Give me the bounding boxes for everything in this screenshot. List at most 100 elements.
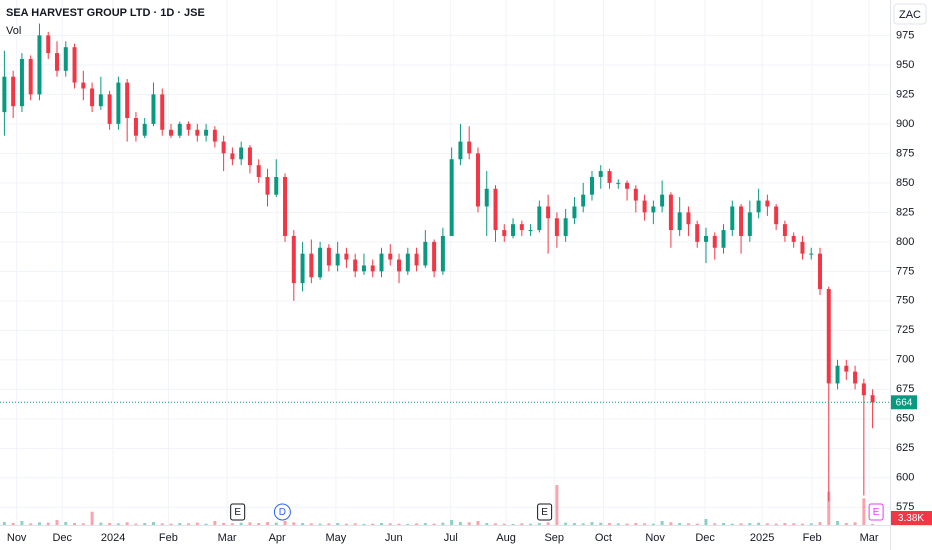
x-tick-label: Dec — [52, 532, 72, 544]
candle-body — [484, 188, 489, 207]
volume-bar — [871, 523, 875, 525]
volume-bar — [458, 522, 462, 525]
last-price-label: 664 — [896, 397, 913, 408]
candle-body — [125, 82, 130, 118]
volume-bar — [800, 523, 804, 525]
x-tick-label: Nov — [7, 532, 27, 544]
volume-bar — [774, 523, 778, 525]
volume-bar — [669, 522, 673, 525]
candle-body — [695, 224, 700, 242]
y-tick-label: 725 — [896, 324, 914, 336]
candle-body — [370, 265, 375, 272]
x-tick-label: Dec — [695, 532, 715, 544]
volume-bar — [423, 523, 427, 525]
volume-bar — [537, 523, 541, 525]
candle-body — [212, 129, 217, 142]
volume-bar — [634, 523, 638, 525]
candle-body — [28, 58, 33, 95]
candle-body — [756, 200, 761, 213]
y-tick-label: 900 — [896, 118, 914, 130]
candle-body — [712, 235, 717, 248]
event-label: E — [234, 507, 241, 518]
candle-body — [537, 206, 542, 231]
volume-bar — [195, 522, 199, 525]
candle-body — [598, 171, 603, 177]
x-tick-label: Aug — [496, 532, 516, 544]
x-tick-label: Oct — [595, 532, 612, 544]
last-price-box — [891, 395, 917, 410]
volume-bar — [511, 524, 515, 525]
x-tick-label: Sep — [544, 532, 564, 544]
candle-body — [800, 241, 805, 254]
y-tick-label: 625 — [896, 442, 914, 454]
volume-bar — [581, 523, 585, 525]
x-tick-label: 2024 — [101, 532, 125, 544]
volume-bar — [29, 523, 33, 525]
candle-body — [528, 230, 533, 232]
y-tick-label: 575 — [896, 501, 914, 513]
candle-body — [177, 123, 182, 136]
candle-body — [230, 153, 235, 160]
candle-body — [19, 58, 24, 107]
candle-body — [169, 129, 174, 136]
x-tick-label: Mar — [860, 532, 879, 544]
volume-bar — [292, 522, 296, 525]
candle-body — [265, 176, 270, 195]
volume-bar — [379, 523, 383, 525]
event-marker[interactable] — [230, 503, 246, 521]
volume-bar — [748, 523, 752, 525]
candle-body — [651, 206, 656, 213]
volume-bar — [178, 523, 182, 525]
candle-body — [98, 94, 103, 107]
volume-bar — [757, 522, 761, 525]
candle-body — [589, 176, 594, 195]
candle-body — [817, 253, 822, 290]
grid — [0, 0, 890, 525]
currency-box[interactable] — [893, 3, 927, 25]
event-marker[interactable] — [273, 503, 291, 521]
volume-bar — [160, 523, 164, 525]
candle-body — [703, 235, 708, 242]
candle-body — [405, 253, 410, 272]
x-tick-label: Feb — [159, 532, 178, 544]
candle-body — [335, 253, 340, 266]
candle-body — [81, 82, 86, 89]
candle-body — [440, 235, 445, 272]
volume-bar — [73, 523, 77, 525]
candle-body — [160, 94, 165, 130]
volume-bar — [318, 523, 322, 525]
candle-body — [835, 365, 840, 384]
candle-body — [782, 224, 787, 236]
volume-bar — [441, 522, 445, 525]
volume-bar — [336, 523, 340, 525]
event-marker[interactable] — [537, 503, 553, 521]
candle-body — [204, 129, 209, 136]
candle-body — [853, 371, 858, 384]
volume-bar — [222, 523, 226, 525]
candle-body — [353, 259, 358, 272]
volume-bar — [739, 523, 743, 525]
candle-body — [274, 176, 279, 195]
volume-bar — [643, 523, 647, 525]
volume-bar — [239, 522, 243, 525]
volume-bar — [125, 522, 129, 525]
candles — [2, 23, 875, 502]
event-label: D — [279, 507, 286, 518]
volume-bar — [450, 520, 454, 525]
candle-body — [379, 253, 384, 272]
candle-body — [283, 176, 288, 236]
candle-body — [581, 194, 586, 207]
volume-bar — [371, 523, 375, 525]
volume-bar — [283, 521, 287, 525]
volume-bar — [730, 523, 734, 525]
volume-bar — [406, 524, 410, 525]
volume-bar — [713, 523, 717, 525]
candle-body — [142, 123, 147, 136]
candle-body — [826, 289, 831, 384]
candle-body — [11, 76, 16, 107]
candle-body — [554, 218, 559, 236]
candle-body — [625, 182, 630, 189]
volume-bar — [344, 523, 348, 525]
volume-bar — [827, 491, 831, 525]
event-marker[interactable] — [868, 503, 884, 521]
